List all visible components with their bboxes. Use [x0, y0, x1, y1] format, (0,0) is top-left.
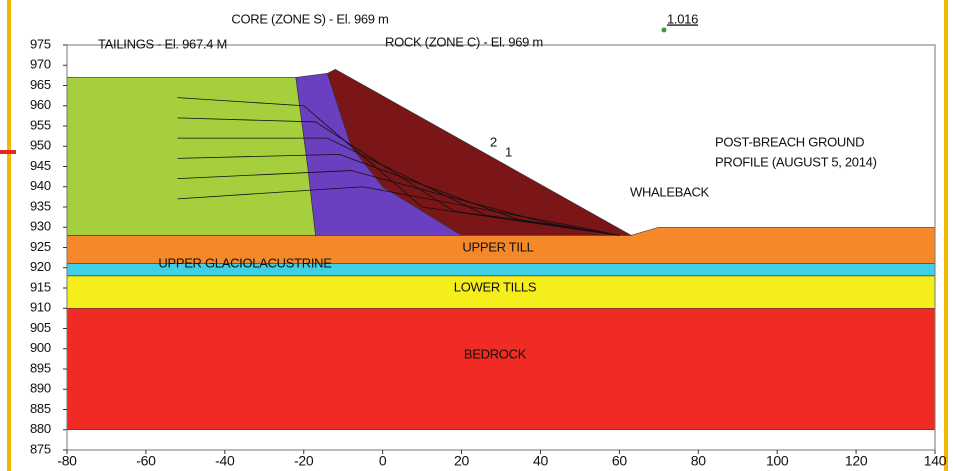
x-tick-label: 100 — [766, 453, 789, 469]
x-tick-label: 140 — [924, 453, 947, 469]
y-tick-label: 880 — [30, 421, 51, 436]
annotation: 1.016 — [667, 11, 698, 26]
y-tick-label: 950 — [30, 138, 51, 153]
x-tick-label: -40 — [215, 453, 235, 469]
annotation: WHALEBACK — [630, 184, 710, 199]
layer-label: UPPER TILL — [462, 239, 533, 254]
x-tick-label: 120 — [845, 453, 868, 469]
y-tick-label: 955 — [30, 117, 51, 132]
y-tick-label: 925 — [30, 239, 51, 254]
x-tick-label: -80 — [57, 453, 77, 469]
annotation: POST-BREACH GROUND — [715, 134, 864, 149]
y-tick-label: 945 — [30, 158, 51, 173]
y-tick-label: 915 — [30, 279, 51, 294]
y-tick-label: 905 — [30, 320, 51, 335]
x-tick-label: -20 — [294, 453, 314, 469]
y-tick-label: 935 — [30, 198, 51, 213]
y-tick-label: 975 — [30, 36, 51, 51]
annotation: 1 — [505, 144, 512, 159]
annotation: CORE (ZONE S) - El. 969 m — [231, 11, 388, 26]
fos-dot — [662, 28, 667, 33]
x-tick-label: 0 — [379, 453, 387, 469]
y-tick-label: 960 — [30, 97, 51, 112]
annotation: PROFILE (AUGUST 5, 2014) — [715, 154, 877, 169]
annotation: ROCK (ZONE C) - El. 969 m — [385, 34, 543, 49]
x-tick-label: 80 — [691, 453, 706, 469]
layer — [67, 308, 935, 430]
y-tick-label: 890 — [30, 381, 51, 396]
y-tick-label: 885 — [30, 401, 51, 416]
x-tick-label: 20 — [454, 453, 469, 469]
layer-label: UPPER GLACIOLACUSTRINE — [158, 255, 332, 270]
x-tick-label: 40 — [533, 453, 548, 469]
layer-label: BEDROCK — [464, 346, 527, 361]
y-tick-label: 970 — [30, 57, 51, 72]
layer — [67, 77, 316, 235]
y-tick-label: 875 — [30, 441, 51, 456]
y-tick-label: 930 — [30, 219, 51, 234]
annotation: TAILINGS - El. 967.4 M — [98, 36, 227, 51]
layer-label: LOWER TILLS — [454, 279, 537, 294]
x-tick-label: 60 — [612, 453, 627, 469]
y-tick-label: 965 — [30, 77, 51, 92]
y-tick-label: 940 — [30, 178, 51, 193]
y-tick-label: 900 — [30, 340, 51, 355]
y-tick-label: 910 — [30, 300, 51, 315]
annotation: 2 — [490, 134, 497, 149]
x-tick-label: -60 — [136, 453, 156, 469]
y-tick-label: 895 — [30, 360, 51, 375]
y-tick-label: 920 — [30, 259, 51, 274]
chart: 875 880 885 890 895 900 905 910 915 920 925 930 935 9… — [0, 0, 953, 471]
